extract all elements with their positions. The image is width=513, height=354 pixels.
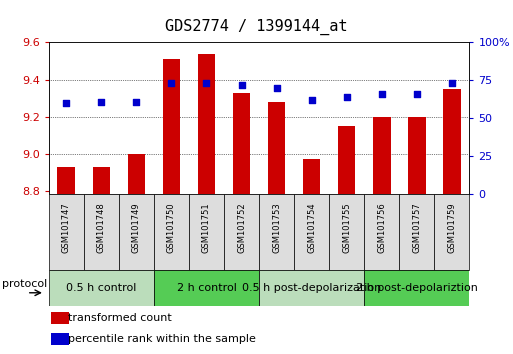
Point xyxy=(378,91,386,97)
Point xyxy=(412,91,421,97)
Text: protocol: protocol xyxy=(3,279,48,289)
Bar xyxy=(364,270,469,307)
Bar xyxy=(154,270,259,307)
Point xyxy=(202,81,210,86)
Bar xyxy=(51,312,69,324)
Bar xyxy=(49,194,84,270)
Bar xyxy=(373,116,390,194)
Bar xyxy=(154,194,189,270)
Text: GSM101757: GSM101757 xyxy=(412,202,421,253)
Bar xyxy=(189,194,224,270)
Bar xyxy=(51,333,69,345)
Text: GSM101752: GSM101752 xyxy=(237,202,246,253)
Bar xyxy=(294,194,329,270)
Point xyxy=(343,95,351,100)
Bar xyxy=(84,194,119,270)
Bar xyxy=(224,194,259,270)
Text: 2 h post-depolariztion: 2 h post-depolariztion xyxy=(356,284,478,293)
Bar xyxy=(399,194,435,270)
Point xyxy=(272,85,281,91)
Text: 2 h control: 2 h control xyxy=(176,284,236,293)
Text: GSM101747: GSM101747 xyxy=(62,202,71,253)
Text: GSM101751: GSM101751 xyxy=(202,202,211,253)
Text: GDS2774 / 1399144_at: GDS2774 / 1399144_at xyxy=(165,18,348,35)
Bar xyxy=(329,194,364,270)
Bar xyxy=(443,89,461,194)
Point xyxy=(62,101,70,106)
Bar xyxy=(119,194,154,270)
Point xyxy=(448,81,456,86)
Text: GSM101748: GSM101748 xyxy=(97,202,106,253)
Text: GSM101756: GSM101756 xyxy=(377,202,386,253)
Bar xyxy=(128,154,145,194)
Bar xyxy=(268,102,285,194)
Bar xyxy=(49,270,154,307)
Text: GSM101750: GSM101750 xyxy=(167,202,176,253)
Point xyxy=(307,97,315,103)
Bar xyxy=(338,126,356,194)
Bar xyxy=(435,194,469,270)
Bar xyxy=(198,53,215,194)
Text: GSM101755: GSM101755 xyxy=(342,202,351,253)
Text: transformed count: transformed count xyxy=(68,313,171,323)
Text: GSM101749: GSM101749 xyxy=(132,202,141,253)
Bar xyxy=(233,92,250,194)
Text: 0.5 h control: 0.5 h control xyxy=(66,284,136,293)
Bar xyxy=(408,116,426,194)
Bar xyxy=(92,167,110,194)
Bar xyxy=(259,194,294,270)
Bar xyxy=(163,59,180,194)
Point xyxy=(132,99,141,104)
Bar xyxy=(303,159,321,194)
Bar xyxy=(364,194,399,270)
Bar xyxy=(259,270,364,307)
Text: GSM101759: GSM101759 xyxy=(447,202,457,253)
Point xyxy=(167,81,175,86)
Text: 0.5 h post-depolarization: 0.5 h post-depolarization xyxy=(242,284,381,293)
Text: GSM101753: GSM101753 xyxy=(272,202,281,253)
Text: GSM101754: GSM101754 xyxy=(307,202,316,253)
Text: percentile rank within the sample: percentile rank within the sample xyxy=(68,334,255,344)
Point xyxy=(238,82,246,88)
Point xyxy=(97,99,105,104)
Bar xyxy=(57,167,75,194)
